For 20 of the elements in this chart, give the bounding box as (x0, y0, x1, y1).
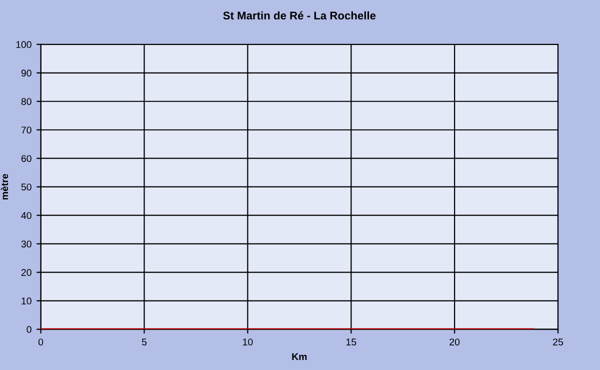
y-tick-label: 40 (21, 212, 32, 219)
y-tick-label: 20 (21, 269, 32, 276)
y-tick-label: 10 (22, 298, 32, 304)
y-tick-label: 90 (21, 70, 32, 77)
x-tick-label: 25 (553, 338, 563, 346)
x-tick-label: 15 (346, 338, 356, 346)
y-axis-title: mètre (0, 174, 8, 200)
chart-title: St Martin de Ré - La Rochelle (223, 11, 376, 20)
y-tick-label: 0 (26, 326, 32, 333)
x-tick-label: 20 (450, 338, 460, 346)
y-tick-label: 100 (16, 41, 32, 48)
x-axis-title: Km (292, 353, 307, 360)
y-tick-label: 30 (21, 240, 32, 248)
x-tick-label: 0 (38, 338, 44, 346)
y-tick-label: 70 (21, 126, 32, 134)
y-tick-label: 80 (21, 98, 32, 105)
y-tick-label: 60 (21, 155, 32, 162)
x-tick-label: 5 (142, 338, 147, 346)
y-tick-label: 50 (21, 184, 32, 190)
x-tick-label: 10 (243, 338, 253, 346)
